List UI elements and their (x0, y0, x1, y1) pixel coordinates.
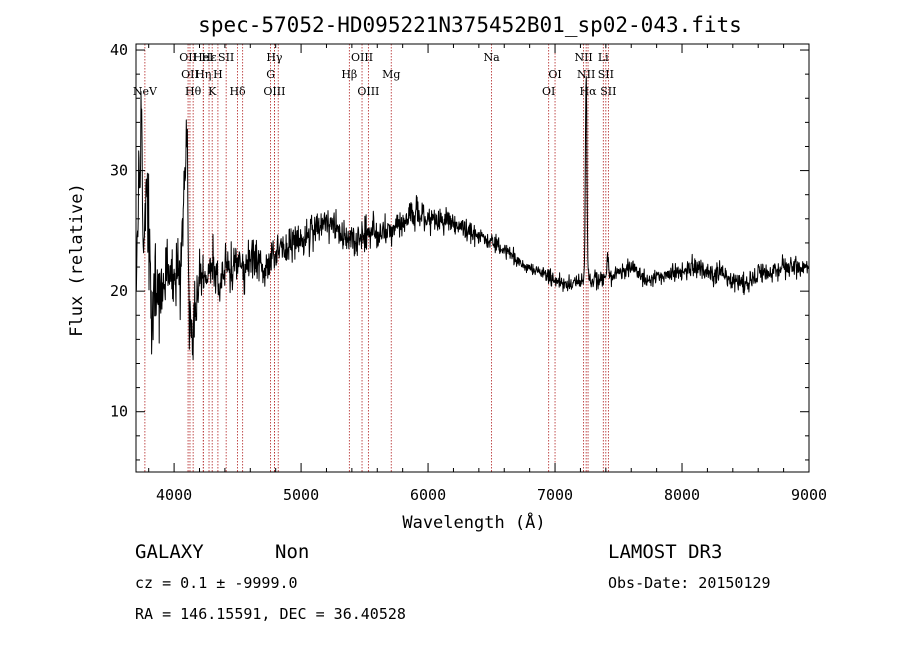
spectral-line-label: OI (548, 68, 561, 81)
spectral-line-label: K (208, 85, 217, 98)
spectral-line-label: SII (218, 51, 234, 64)
spectral-line-label: Na (483, 51, 500, 64)
spectral-line-label: Hη (195, 68, 211, 81)
y-tick-label: 10 (110, 403, 128, 421)
spectral-line-label: NII (577, 68, 595, 81)
object-subclass: Non (275, 541, 309, 563)
spectral-line-labels: NeVOIIOIIHθHeIHηHεKHSIIHδGHγOIIIHβOIIIOI… (133, 51, 617, 98)
y-tick-label: 40 (110, 41, 128, 59)
spectral-line-label: Hθ (185, 85, 202, 98)
spectral-line-label: G (266, 68, 275, 81)
x-tick-label: 4000 (156, 486, 192, 504)
spectral-line-label: Hα (580, 85, 598, 98)
spectral-line-label: Li (598, 51, 609, 64)
x-axis-ticks: 4000 5000 6000 7000 8000 9000 (148, 44, 827, 504)
x-tick-label: 7000 (537, 486, 573, 504)
spectral-line-label: OIII (263, 85, 285, 98)
x-tick-label: 8000 (664, 486, 700, 504)
y-tick-label: 20 (110, 282, 128, 300)
spectral-line-label: Hβ (341, 68, 357, 81)
spectral-line-label: Hε (201, 51, 217, 64)
spectrum-layer (135, 76, 810, 361)
spectral-line-label: Hδ (229, 85, 246, 98)
spectral-line-label: OIII (351, 51, 373, 64)
spectrum-line (135, 76, 810, 361)
radec-text: RA = 146.15591, DEC = 36.40528 (135, 605, 406, 623)
spectral-line-label: SII (600, 85, 616, 98)
spectral-line-markers (144, 44, 609, 472)
y-axis-label: Flux (relative) (67, 183, 87, 337)
x-tick-label: 6000 (410, 486, 446, 504)
redshift-text: cz = 0.1 ± -9999.0 (135, 574, 298, 592)
x-tick-label: 9000 (791, 486, 827, 504)
spectral-line-label: H (213, 68, 223, 81)
spectral-line-label: SII (598, 68, 614, 81)
x-tick-label: 5000 (283, 486, 319, 504)
y-axis-ticks: 10 20 30 40 (110, 41, 809, 461)
survey-label: LAMOST DR3 (608, 541, 722, 563)
x-axis-label: Wavelength (Å) (402, 511, 545, 533)
spectral-line-label: OI (542, 85, 555, 98)
spectral-line-label: OIII (357, 85, 379, 98)
spectral-line-label: NeV (133, 85, 158, 98)
spectral-line-label: HeI (193, 51, 213, 64)
chart-title: spec-57052-HD095221N375452B01_sp02-043.f… (198, 13, 742, 37)
object-class: GALAXY (135, 541, 204, 563)
spectral-line-label: NII (574, 51, 592, 64)
spectral-line-label: OII (179, 51, 197, 64)
spectral-line-label: OII (181, 68, 199, 81)
spectral-line-label: Hγ (266, 51, 283, 64)
plot-frame (135, 43, 810, 473)
spectral-line-label: Mg (382, 68, 400, 81)
y-tick-label: 30 (110, 162, 128, 180)
obs-date-text: Obs-Date: 20150129 (608, 574, 771, 592)
